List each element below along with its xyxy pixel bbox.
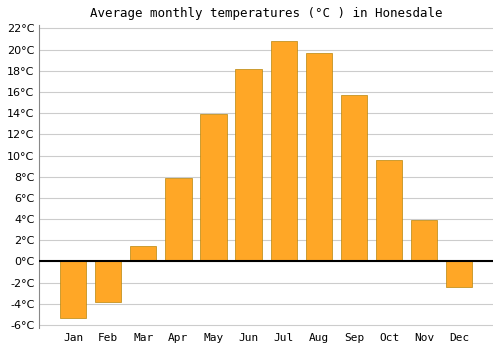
Bar <box>376 160 402 261</box>
Title: Average monthly temperatures (°C ) in Honesdale: Average monthly temperatures (°C ) in Ho… <box>90 7 443 20</box>
Bar <box>200 114 226 261</box>
Bar <box>446 261 472 287</box>
Bar <box>130 246 156 261</box>
Bar <box>165 178 192 261</box>
Bar <box>236 69 262 261</box>
Bar <box>341 95 367 261</box>
Bar <box>270 41 297 261</box>
Bar <box>95 261 122 302</box>
Bar <box>60 261 86 317</box>
Bar <box>411 220 438 261</box>
Bar <box>306 53 332 261</box>
